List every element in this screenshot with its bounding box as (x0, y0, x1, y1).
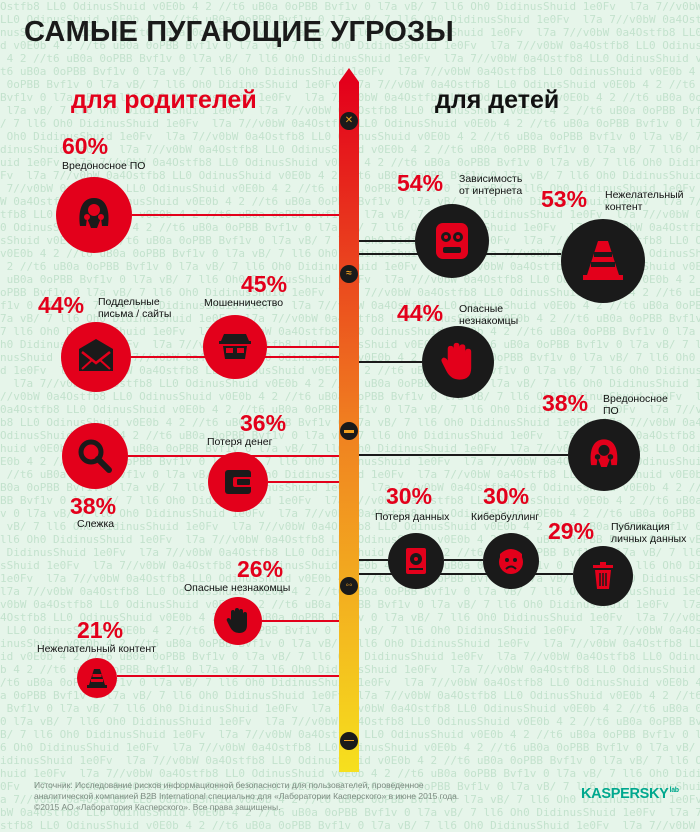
kids-stat-label: Потеря данных (375, 511, 450, 523)
logo-text: KASPERSKY (581, 786, 669, 802)
connector-lines (117, 214, 573, 677)
kids-stat-percent: 53% (541, 186, 588, 212)
parents-stat-label: Мошенничество (204, 297, 284, 309)
kids-stat-label: Публикация личных данных (611, 521, 687, 545)
footnote-line: Источник: Исследование рисков информацио… (34, 780, 424, 790)
parents-stat-percent: 21% (77, 617, 124, 643)
addicted-face-icon (415, 204, 489, 278)
kaspersky-logo: KASPERSKYlab (581, 786, 679, 802)
footnote-line: ©2015 АО «Лаборатория Касперского». Все … (34, 802, 281, 812)
kids-stat-label: Кибербуллинг (471, 511, 540, 523)
kids-stat-percent: 54% (397, 170, 444, 196)
hard-drive-icon (388, 533, 444, 589)
traffic-cone-icon (561, 219, 645, 303)
parents-stat-percent: 44% (38, 292, 85, 318)
scale-face-icon: ◦◦ (340, 577, 358, 595)
parents-heading: для родителей (71, 86, 257, 114)
parents-stat-percent: 45% (241, 271, 288, 297)
parents-stat-label: Потеря денег (207, 436, 273, 448)
stop-hand-icon (422, 326, 494, 398)
footnote-line: аналитической компанией B2B Internationa… (34, 791, 460, 801)
wallet-icon (208, 452, 268, 512)
stop-hand-icon (214, 597, 262, 645)
kids-stat-label: Зависимость от интернета (459, 173, 523, 197)
kids-stat-percent: 44% (397, 300, 444, 326)
kids-stat-label: Вредоносное ПО (603, 393, 668, 417)
kids-heading: для детей (435, 86, 560, 114)
logo-lab: lab (669, 787, 680, 795)
kids-stat-percent: 38% (542, 390, 589, 416)
parents-stat-percent: 36% (240, 410, 287, 436)
parents-stat-label: Слежка (77, 518, 115, 530)
malware-bug-icon (56, 177, 132, 253)
scale-face-icon: — (340, 732, 358, 750)
trash-can-icon (573, 546, 633, 606)
scale-face-icon: ≈ (340, 265, 358, 283)
parents-stat-label: Нежелательный контент (37, 643, 156, 655)
fraudster-icon (203, 315, 267, 379)
parents-stat-percent: 26% (237, 556, 284, 582)
parents-stat-label: Поддельные письма / сайты (98, 296, 172, 320)
kids-stat-label: Опасные незнакомцы (459, 303, 519, 327)
parents-stat-label: Опасные незнакомцы (184, 582, 291, 594)
envelope-icon (61, 322, 131, 392)
scale-face-icon: ✕ (340, 112, 358, 130)
center-arrow-head (339, 68, 359, 82)
malware-bug-icon (568, 419, 640, 491)
kids-stat-percent: 29% (548, 518, 595, 544)
parents-stat-percent: 60% (62, 133, 109, 159)
scale-face-icon: ▬ (340, 422, 358, 440)
traffic-cone-icon (77, 658, 117, 698)
parents-stat-percent: 38% (70, 493, 117, 519)
source-footnote: Источник: Исследование рисков информацио… (34, 780, 534, 813)
kids-stat-percent: 30% (483, 483, 530, 509)
kids-stat-percent: 30% (386, 483, 433, 509)
magnifier-icon (62, 423, 128, 489)
parents-stat-label: Вредоносное ПО (62, 160, 146, 172)
page-title: САМЫЕ ПУГАЮЩИЕ УГРОЗЫ (24, 16, 455, 48)
kids-stat-label: Нежелательный контент (605, 189, 684, 213)
crying-face-icon (483, 533, 539, 589)
